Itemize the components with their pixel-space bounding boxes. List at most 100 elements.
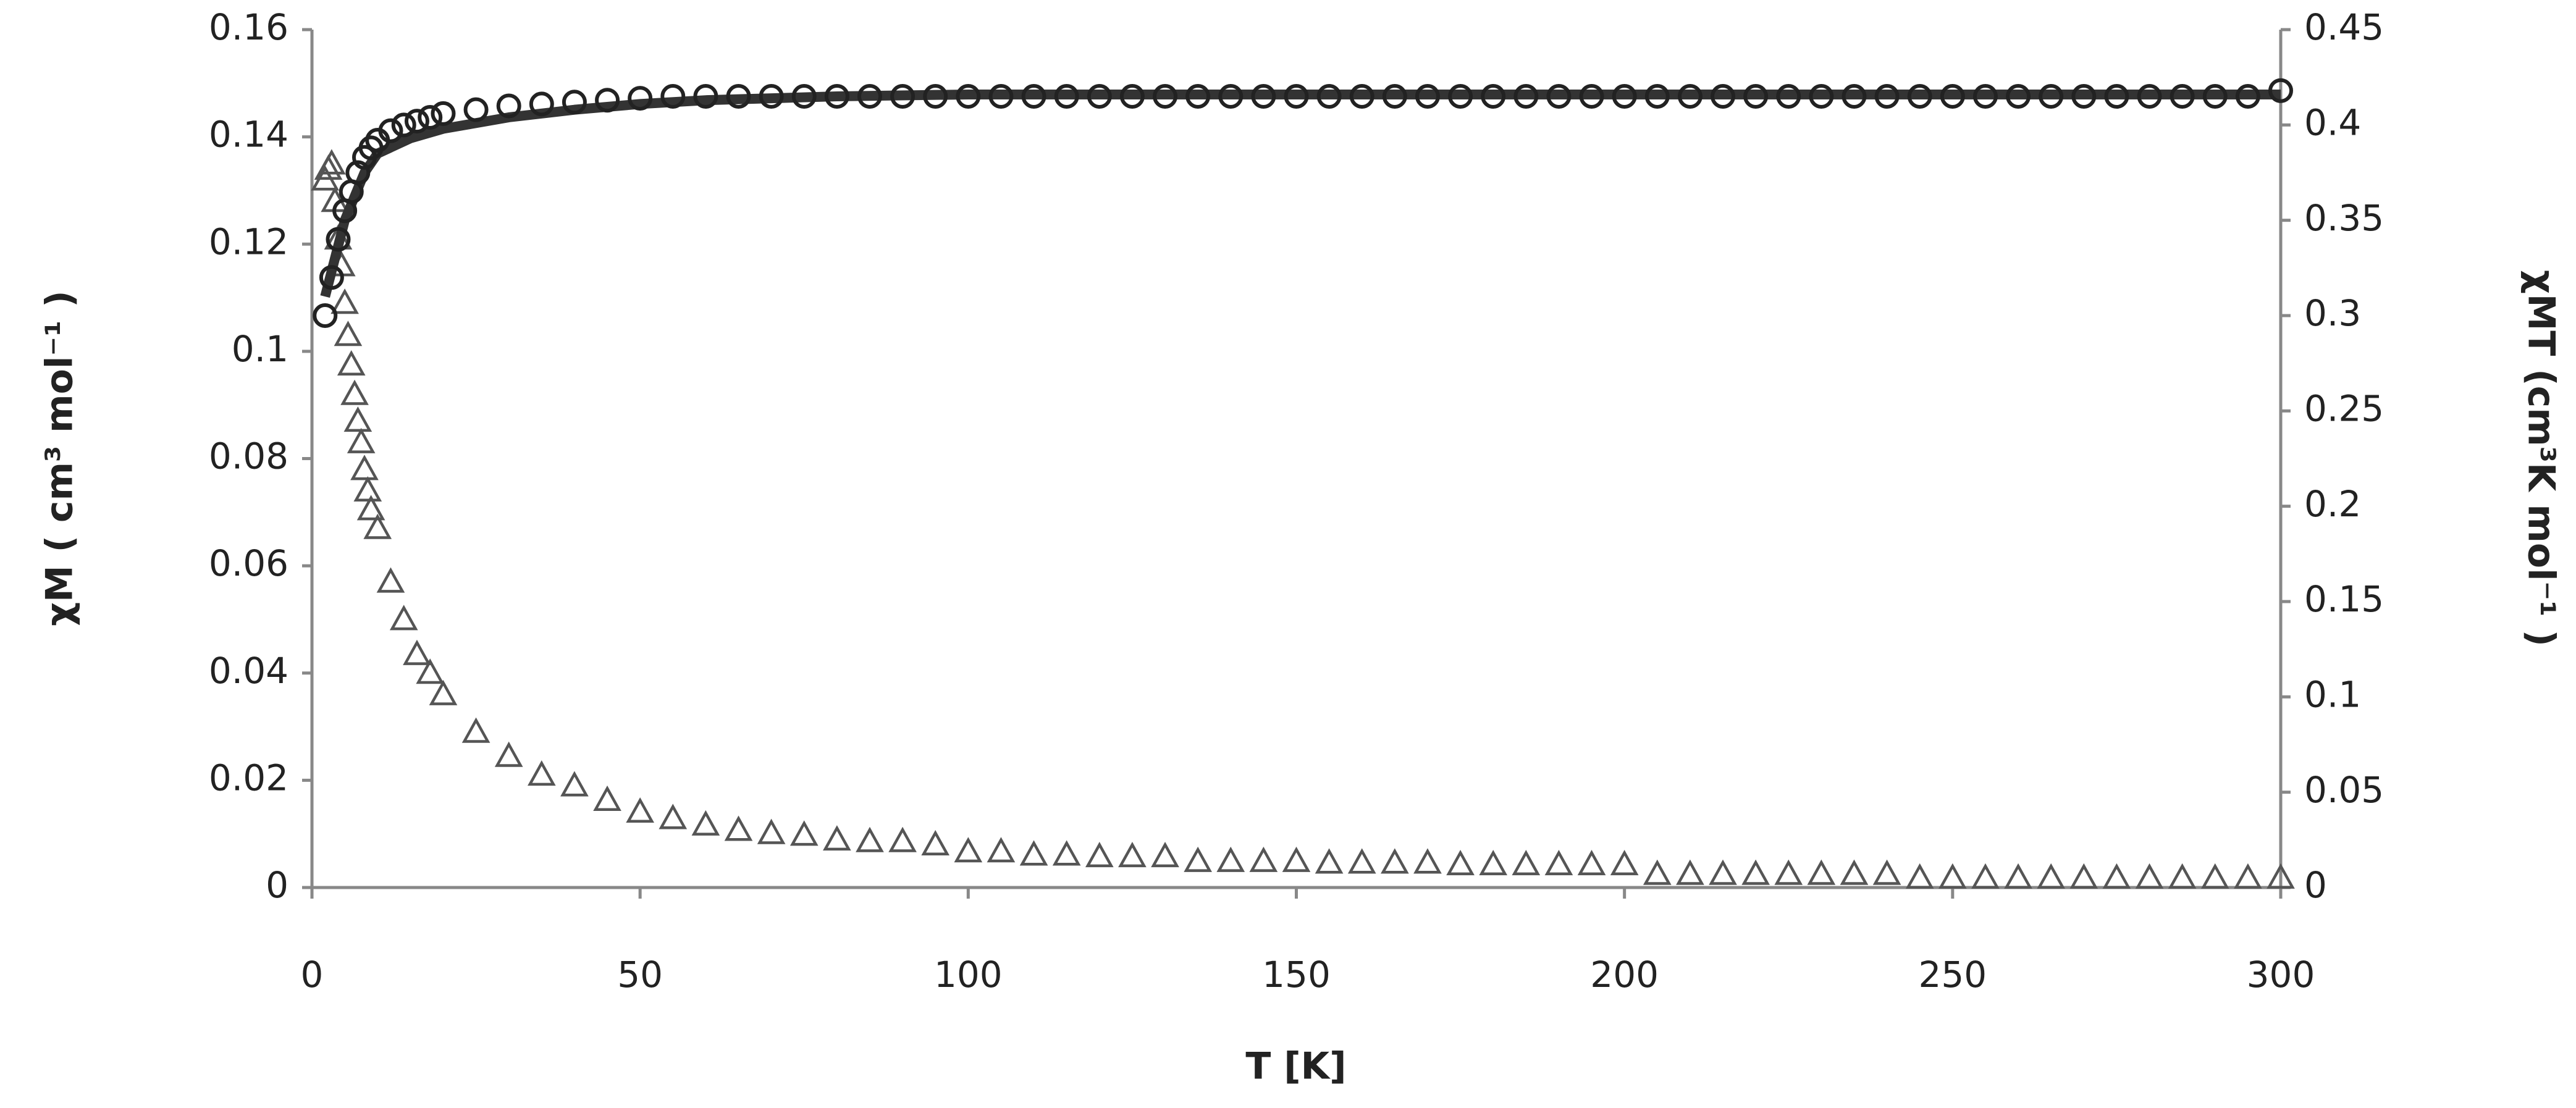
circle-point <box>313 303 338 328</box>
triangle-point <box>494 741 523 767</box>
circle-point <box>1119 84 1145 109</box>
y2-tick-label: 0 <box>2304 864 2327 906</box>
triangle-point <box>823 825 851 851</box>
triangle-point <box>343 406 373 432</box>
circle-point <box>562 90 587 115</box>
circle-point <box>759 84 784 109</box>
triangle-point <box>2037 863 2066 889</box>
x-tick-label: 150 <box>1262 954 1331 996</box>
triangle-point <box>1085 842 1114 868</box>
triangle-point <box>1479 850 1508 876</box>
x-tick-label: 100 <box>934 954 1003 996</box>
y2-tick-label: 0.25 <box>2304 387 2384 429</box>
circle-point <box>1185 84 1211 109</box>
circle-point <box>529 91 554 117</box>
circle-point <box>1644 84 1670 109</box>
y-tick-label: 0.04 <box>209 650 288 692</box>
y-tick-label: 0.06 <box>209 542 288 584</box>
triangle-point <box>1807 859 1836 885</box>
y2-tick-label: 0.45 <box>2304 6 2384 48</box>
triangle-point <box>757 818 786 844</box>
circle-point <box>1382 84 1407 109</box>
y-tick-label: 0.12 <box>209 220 288 262</box>
circle-point <box>1842 84 1867 109</box>
triangle-point <box>376 567 405 593</box>
circle-point <box>1743 84 1769 109</box>
triangle-point <box>789 820 819 846</box>
circle-point <box>2235 84 2260 109</box>
x-tick-label: 50 <box>617 954 663 996</box>
circle-point <box>1579 84 1604 109</box>
circle-point <box>345 160 371 185</box>
triangle-point <box>2168 863 2197 889</box>
circle-point <box>988 84 1014 109</box>
circle-point <box>2202 84 2228 109</box>
triangle-point <box>416 658 445 684</box>
circle-point <box>956 84 981 109</box>
y2-tick-label: 0.4 <box>2304 101 2361 143</box>
y-tick-label: 0.1 <box>232 328 288 370</box>
triangle-point <box>954 837 983 863</box>
triangle-point <box>593 785 621 811</box>
circle-point <box>404 109 429 134</box>
triangle-point <box>1643 859 1672 885</box>
triangle-point <box>724 815 753 841</box>
y2-tick-label: 0.35 <box>2304 197 2384 239</box>
triangle-point <box>691 810 720 836</box>
circle-point <box>1907 84 1932 109</box>
triangle-point <box>1446 850 1475 876</box>
circle-point <box>726 84 751 109</box>
y2-tick-label: 0.2 <box>2304 483 2361 525</box>
x-tick-label: 0 <box>301 954 324 996</box>
triangle-point <box>334 321 363 346</box>
circle-point <box>1972 84 1998 109</box>
circle-point <box>496 93 521 119</box>
y2-tick-label: 0.05 <box>2304 769 2384 811</box>
circle-point <box>418 104 443 130</box>
triangle-point <box>2069 863 2098 889</box>
triangle-point <box>1938 863 1967 889</box>
circle-point <box>857 84 882 109</box>
triangle-point <box>353 476 382 502</box>
circle-point <box>890 84 915 109</box>
circle-point <box>1284 84 1309 109</box>
circle-point <box>2104 84 2129 109</box>
y-tick-label: 0.02 <box>209 757 288 799</box>
circle-point <box>1677 84 1703 109</box>
triangle-point <box>2135 863 2164 889</box>
circle-point <box>378 118 403 143</box>
y2-axis-label: χMT (cm³K mol⁻¹ ) <box>2519 270 2562 647</box>
circle-point <box>791 84 817 109</box>
circle-point <box>1349 84 1374 109</box>
circle-point <box>1776 84 1801 109</box>
triangle-point <box>330 288 359 314</box>
triangle-point <box>1774 859 1803 885</box>
fit-line <box>320 89 2281 298</box>
circle-point <box>1021 84 1046 109</box>
triangle-point <box>888 826 917 852</box>
triangle-point <box>363 513 392 539</box>
circle-point <box>1481 84 1506 109</box>
circle-point <box>391 112 416 138</box>
circle-point <box>1251 84 1276 109</box>
triangle-point <box>2267 863 2295 889</box>
triangle-point <box>1052 840 1081 866</box>
triangle-point <box>987 837 1016 863</box>
triangle-point <box>626 797 654 823</box>
triangle-point <box>2102 863 2131 889</box>
triangle-point <box>1019 840 1048 866</box>
triangle-point <box>659 804 688 829</box>
triangle-point <box>318 149 346 175</box>
triangle-point <box>560 771 589 797</box>
triangle-point <box>1840 859 1869 885</box>
circle-point <box>923 84 948 109</box>
circle-point <box>1711 84 1736 109</box>
triangle-point <box>1709 859 1737 885</box>
circle-point <box>1612 84 1637 109</box>
triangle-point <box>1544 850 1573 876</box>
x-axis-label: T [K] <box>1245 1045 1346 1088</box>
triangle-point <box>1381 848 1409 874</box>
circle-point <box>1513 84 1539 109</box>
